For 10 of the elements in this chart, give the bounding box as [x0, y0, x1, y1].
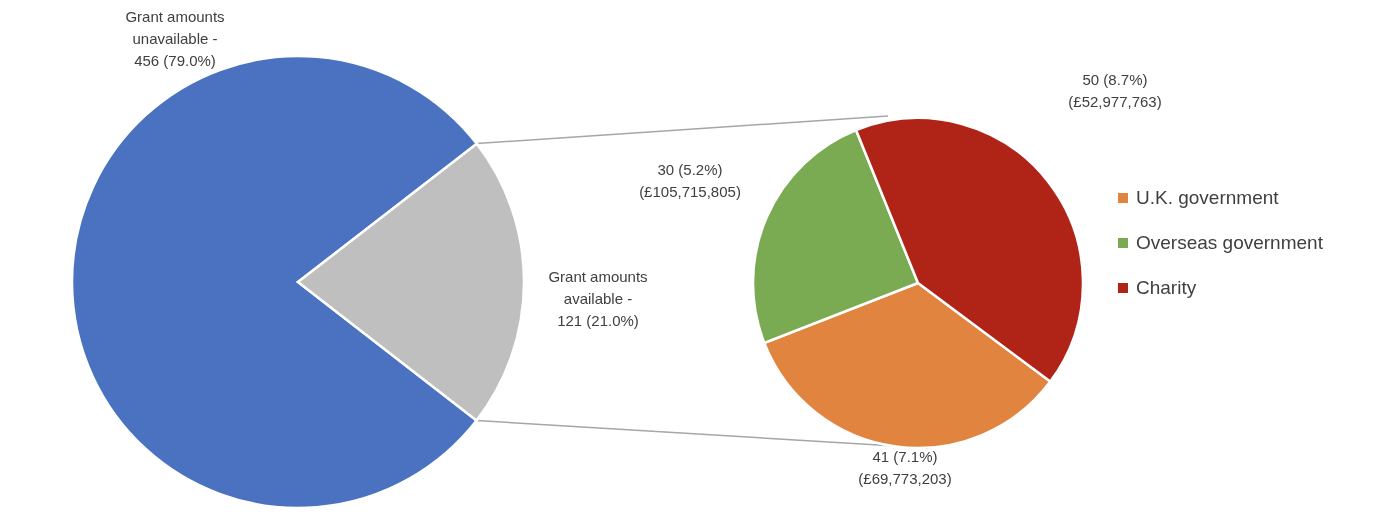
legend-label: Charity	[1136, 277, 1197, 298]
legend-label: U.K. government	[1136, 187, 1280, 208]
slice-label: Grant amounts unavailable -	[125, 8, 225, 47]
data-label: 456 (79.0%)	[134, 52, 216, 69]
data-label: 121 (21.0%)	[557, 312, 639, 329]
data-label: 41 (7.1%) (£69,773,203)	[858, 448, 952, 487]
slice-label: Grant amounts available -	[548, 268, 648, 307]
data-label: 50 (8.7%) (£52,977,763)	[1068, 71, 1162, 110]
legend-label: Overseas government	[1136, 232, 1324, 253]
data-label: 30 (5.2%) (£105,715,805)	[639, 161, 741, 200]
